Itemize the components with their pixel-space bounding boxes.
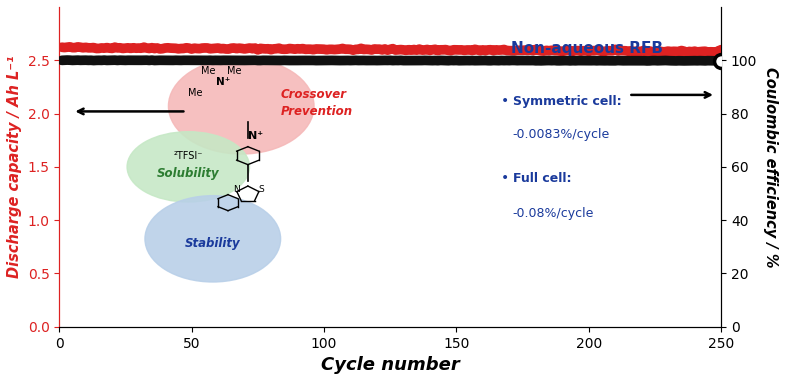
Y-axis label: Coulombic efficiency / %: Coulombic efficiency / % [763,67,778,267]
Text: S: S [258,186,264,194]
Ellipse shape [127,132,250,202]
Text: Crossover
Prevention: Crossover Prevention [281,88,353,118]
Text: Solubility: Solubility [157,167,220,180]
Ellipse shape [169,58,314,154]
Text: Me: Me [201,66,215,76]
Text: ²TFSI⁻: ²TFSI⁻ [173,150,203,161]
Text: Me: Me [228,66,242,76]
Text: •: • [502,171,509,185]
Text: Non-aqueous RFB: Non-aqueous RFB [510,41,663,56]
Text: -0.0083%/cycle: -0.0083%/cycle [513,128,610,141]
Text: Full cell:: Full cell: [513,171,571,184]
Text: N⁺: N⁺ [216,77,231,87]
Text: Me: Me [188,88,203,98]
Y-axis label: Discharge capacity / Ah L⁻¹: Discharge capacity / Ah L⁻¹ [7,56,22,278]
Text: N: N [233,186,240,194]
Ellipse shape [145,196,280,282]
Text: N⁺: N⁺ [248,131,264,141]
Text: •: • [502,94,509,108]
Text: -0.08%/cycle: -0.08%/cycle [513,207,594,220]
Text: Stability: Stability [185,237,240,250]
X-axis label: Cycle number: Cycle number [321,356,459,374]
Text: Symmetric cell:: Symmetric cell: [513,95,621,108]
